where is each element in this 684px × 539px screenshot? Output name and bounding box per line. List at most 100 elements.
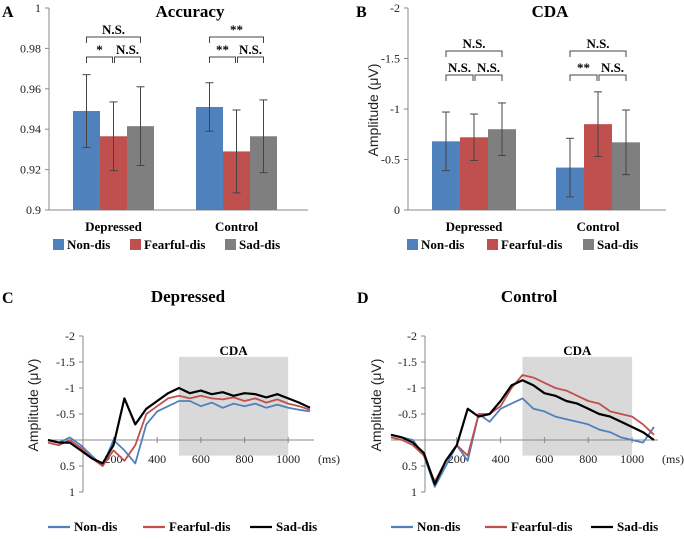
panel-c-depressed-waveform: C Depressed Amplitude (μV) CDA -2 -1.5 -1 -0.5 0… (2, 287, 340, 534)
chart-title: CDA (532, 2, 570, 21)
x-tick-label: 800 (579, 452, 597, 466)
y-tick-label: 1 (35, 1, 41, 15)
x-tick-label: 1000 (620, 452, 644, 466)
significance-label: N.S. (116, 42, 139, 57)
y-tick-label: 0.92 (20, 163, 41, 177)
panel-label: C (2, 290, 14, 307)
significance-bracket (86, 36, 141, 43)
waveform-sad-dis (47, 386, 311, 465)
y-tick-label: -1 (65, 381, 75, 395)
significance-bracket (569, 74, 598, 81)
chart-title: Accuracy (156, 2, 225, 21)
x-tick-label: 1000 (276, 452, 300, 466)
significance-label: N.S. (448, 60, 471, 75)
y-tick-label: -1.5 (56, 355, 75, 369)
significance-bracket (445, 74, 474, 81)
significance-label: N.S. (601, 60, 624, 75)
significance-bracket (474, 74, 503, 81)
legend-swatch (130, 239, 141, 250)
significance-label: N.S. (239, 42, 262, 57)
significance-label: N.S. (586, 36, 609, 51)
legend-label: Fearful-dis (169, 519, 230, 534)
y-tick-label: -1.5 (398, 355, 417, 369)
x-tick-label: 400 (148, 452, 166, 466)
significance-bracket (209, 56, 236, 63)
y-tick-label: 0.9 (26, 203, 41, 217)
significance-bracket (445, 50, 503, 57)
cda-window-label: CDA (563, 343, 592, 358)
x-unit-label: (ms) (662, 452, 684, 466)
panel-label: B (356, 4, 367, 21)
cda-window (522, 356, 633, 456)
legend-label: Non-dis (421, 237, 464, 252)
legend-swatch (53, 239, 64, 250)
y-tick-label: 0.5 (402, 459, 417, 473)
legend-label: Sad-dis (276, 519, 317, 534)
y-axis-label: Amplitude (μV) (365, 64, 381, 157)
waveform-sad-dis (390, 379, 655, 486)
legend-label: Non-dis (67, 237, 110, 252)
significance-label: ** (577, 60, 590, 75)
category-label: Depressed (85, 219, 143, 234)
significance-bracket (209, 36, 264, 43)
legend-label: Fearful-dis (501, 237, 562, 252)
y-tick-label: -0.5 (56, 407, 75, 421)
panel-d-control-waveform: D Control Amplitude (μV) CDA -2 -1.5 -1 -0.5 0.5… (357, 287, 684, 534)
legend-swatch (407, 239, 418, 250)
significance-bracket (569, 50, 627, 57)
y-tick-label: 1 (411, 485, 417, 499)
y-tick-label: 0.5 (60, 459, 75, 473)
legend-swatch (487, 239, 498, 250)
significance-label: N.S. (462, 36, 485, 51)
y-tick-label: 0.94 (20, 122, 41, 136)
legend-label: Sad-dis (597, 237, 638, 252)
legend-label: Non-dis (74, 519, 117, 534)
significance-bracket (86, 56, 113, 63)
y-tick-label: -2 (65, 329, 75, 343)
significance-bracket (114, 56, 141, 63)
significance-label: N.S. (102, 22, 125, 37)
x-tick-label: 800 (236, 452, 254, 466)
x-tick-label: 400 (492, 452, 510, 466)
category-label: Depressed (446, 219, 504, 234)
y-tick-label: 0.96 (20, 82, 41, 96)
significance-label: N.S. (477, 60, 500, 75)
category-label: Control (576, 219, 619, 234)
x-tick-label: 600 (535, 452, 553, 466)
waveform-non-dis (390, 397, 655, 488)
y-tick-label: -0.5 (381, 153, 400, 167)
legend-swatch (583, 239, 594, 250)
significance-label: * (96, 42, 103, 57)
y-tick-label: -2 (407, 329, 417, 343)
panel-a-accuracy: A Accuracy 1 0.98 0.96 0.94 0.92 0.9 Depressed Co… (2, 1, 308, 252)
x-tick-label: 600 (192, 452, 210, 466)
legend-label: Non-dis (417, 519, 460, 534)
y-tick-label: 0 (394, 203, 400, 217)
y-tick-label: -2 (390, 1, 400, 15)
y-axis-label: Amplitude (μV) (25, 359, 41, 452)
y-axis-label: Amplitude (μV) (368, 359, 384, 452)
legend-label: Sad-dis (239, 237, 280, 252)
significance-bracket (598, 74, 627, 81)
panel-label: D (357, 290, 369, 307)
significance-bracket (237, 56, 264, 63)
legend-label: Sad-dis (617, 519, 658, 534)
y-tick-label: 0.98 (20, 41, 41, 55)
cda-window-label: CDA (219, 343, 248, 358)
legend-swatch (225, 239, 236, 250)
chart-title: Depressed (151, 287, 226, 306)
x-unit-label: (ms) (318, 452, 340, 466)
legend-label: Fearful-dis (511, 519, 572, 534)
waveform-non-dis (47, 400, 311, 467)
y-tick-label: -1.5 (381, 52, 400, 66)
panel-label: A (2, 4, 14, 21)
panel-b-cda: B CDA Amplitude (μV) -2 -1.5 -1 -0.5 0 Depressed… (356, 1, 666, 252)
y-tick-label: -1 (390, 102, 400, 116)
y-tick-label: 1 (69, 485, 75, 499)
legend-label: Fearful-dis (144, 237, 205, 252)
y-tick-label: -1 (407, 381, 417, 395)
significance-label: ** (230, 22, 243, 37)
significance-label: ** (216, 42, 229, 57)
y-tick-label: -0.5 (398, 407, 417, 421)
